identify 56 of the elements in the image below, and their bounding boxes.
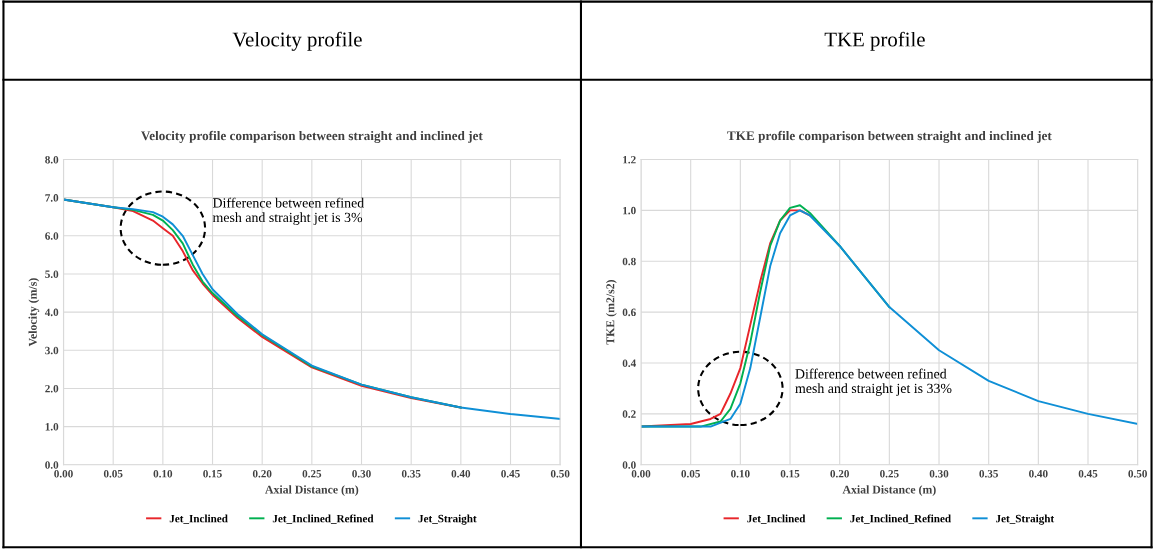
annotation: Difference between refined mesh and straight jet is 3% [212,197,365,225]
x-tick-label: 0.10 [731,469,750,478]
y-tick-label: 1.2 [623,156,636,164]
x-tick-label: 0.00 [54,469,73,478]
x-tick-label: 0.45 [1078,469,1098,478]
y-tick-label: 1.0 [623,206,636,215]
x-tick-label: 0.50 [550,469,570,478]
x-tick-label: 0.25 [302,469,322,478]
y-tick-label: 0.0 [45,461,59,469]
x-axis-title: Axial Distance (m) [265,485,359,496]
legend-label: Jet_Inclined_Refined [272,514,374,524]
x-tick-label: 0.05 [681,469,701,478]
y-tick-label: 0.2 [622,410,636,418]
y-tick-label: 0.6 [622,308,636,317]
line-series [641,209,1138,428]
y-axis-title: Velocity (m/s) [28,278,40,347]
x-tick-label: 0.10 [153,469,173,478]
x-tick-label: 0.35 [401,469,421,478]
y-tick-label: 4.0 [44,308,59,317]
x-tick-label: 0.20 [830,469,849,478]
y-tick-label: 0.0 [622,461,636,469]
x-tick-label: 0.30 [352,469,371,478]
chart-subtitle: TKE profile [824,31,925,51]
legend-label: Jet_Inclined [747,514,806,524]
annotation: Difference between refined mesh and straight jet is 33% [795,368,952,396]
legend-label: Jet_Inclined_Refined [850,514,951,524]
y-tick-label: 2.0 [45,384,59,393]
x-tick-label: 0.15 [780,469,800,478]
x-tick-label: 0.50 [1128,469,1147,478]
y-tick-label: 7.0 [45,194,59,202]
x-tick-label: 0.20 [252,469,272,478]
x-tick-label: 0.30 [929,469,949,478]
x-tick-label: 0.25 [880,469,899,478]
x-tick-label: 0.05 [103,469,123,478]
x-tick-label: 0.15 [203,469,222,478]
y-tick-label: 0.4 [622,359,636,368]
y-tick-label: 3.0 [45,346,59,355]
chart-title: TKE profile comparison between straight and inclined jet [727,130,1052,143]
y-axis-title: TKE (m2/s2) [606,280,617,345]
legend-label: Jet_Straight [996,514,1055,525]
y-tick-label: 0.8 [622,257,636,266]
y-tick-label: 6.0 [45,232,59,240]
x-tick-label: 0.40 [451,469,471,478]
x-tick-label: 0.35 [979,469,998,478]
x-axis-title: Axial Distance (m) [842,485,936,496]
chart-title: Velocity profile comparison between straight and inclined jet [141,130,483,143]
chart-subtitle: Velocity profile [232,31,362,51]
y-tick-label: 8.0 [45,155,59,164]
y-tick-label: 1.0 [45,423,59,431]
x-tick-label: 0.00 [631,469,651,478]
line-series [63,198,561,420]
y-tick-label: 5.0 [45,270,59,278]
x-tick-label: 0.45 [501,469,520,478]
legend-label: Jet_Inclined [169,514,228,524]
x-tick-label: 0.40 [1029,469,1048,478]
legend-label: Jet_Straight [418,514,477,525]
